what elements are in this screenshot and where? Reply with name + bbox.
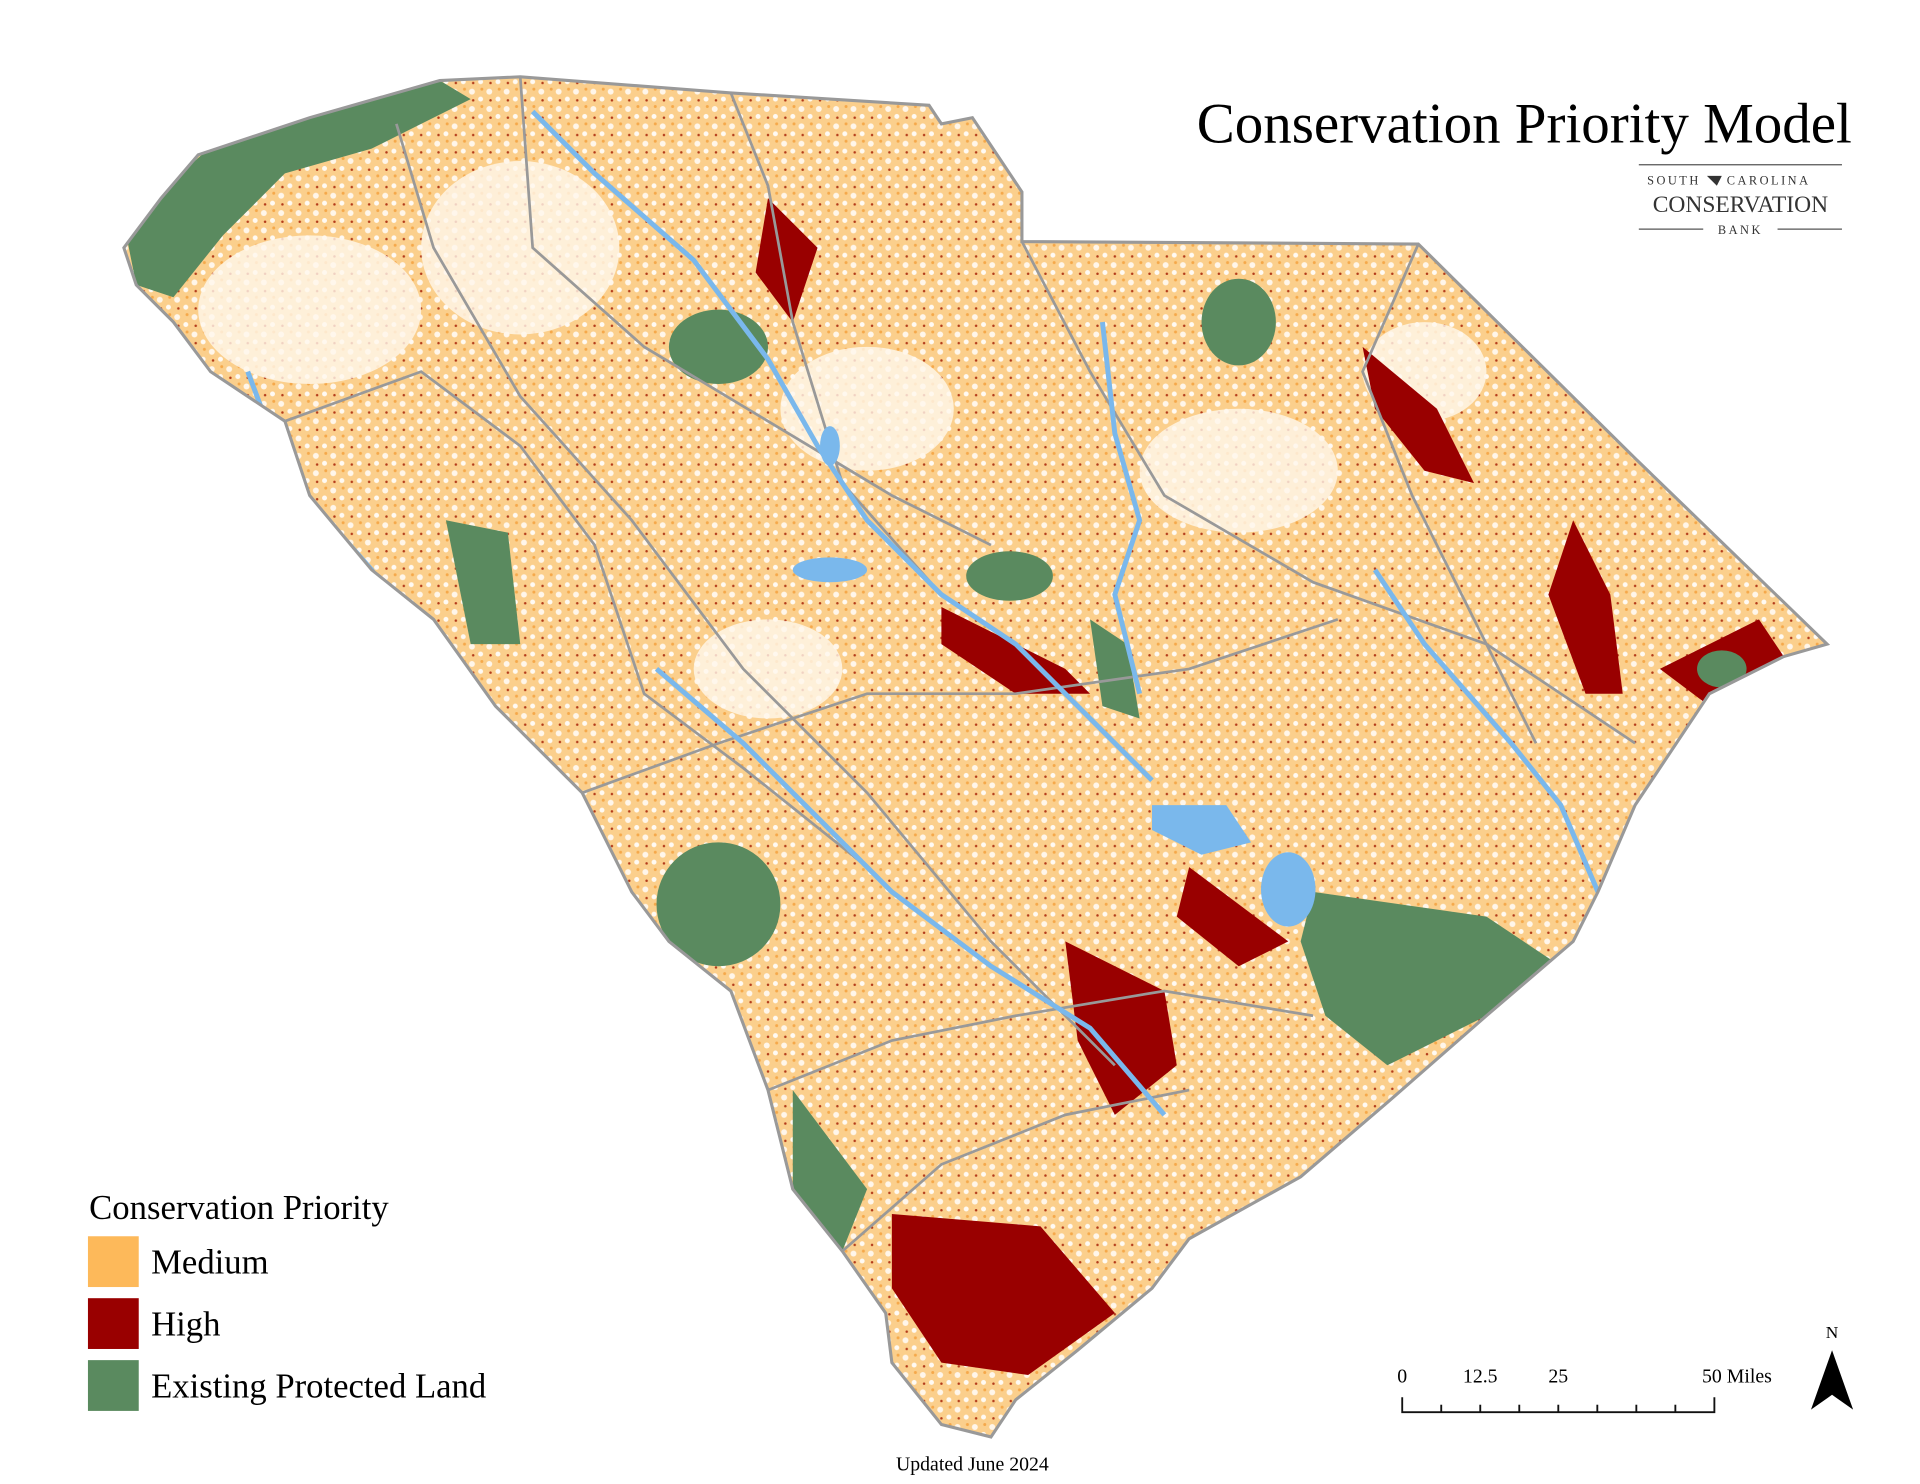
legend-swatch <box>87 1236 139 1288</box>
legend: Conservation Priority Medium High Existing… <box>87 1188 486 1411</box>
scale-label: 0 <box>1397 1365 1407 1387</box>
scale-label: 25 <box>1548 1365 1568 1387</box>
legend-label: Medium <box>151 1242 269 1281</box>
high-areas <box>755 198 1784 1375</box>
footer: Updated June 2024 <box>896 1453 1049 1475</box>
legend-label: Existing Protected Land <box>151 1366 486 1405</box>
north-arrow-shape <box>1810 1350 1854 1410</box>
logo-text: CAROLINA <box>1727 174 1811 188</box>
legend-title: Conservation Priority <box>89 1188 389 1227</box>
legend-swatch <box>87 1298 139 1349</box>
legend-swatch <box>87 1360 139 1411</box>
logo-text: CONSERVATION <box>1653 192 1828 218</box>
title: Conservation Priority Model <box>1197 92 1852 155</box>
scale-label: 12.5 <box>1463 1365 1498 1387</box>
logo-icon <box>1706 175 1722 186</box>
logo: SOUTH CAROLINA CONSERVATION BANK <box>1638 164 1842 237</box>
lakes <box>792 426 1316 927</box>
legend-label: High <box>151 1304 220 1343</box>
state-fill <box>123 76 1828 1437</box>
scale-label: 50 Miles <box>1702 1365 1772 1387</box>
logo-text: BANK <box>1718 223 1763 237</box>
logo-text: SOUTH <box>1647 174 1701 188</box>
state-outline <box>122 75 1831 1439</box>
scale-bar <box>1401 1397 1716 1414</box>
north-label: N <box>1826 1323 1839 1342</box>
county-lines <box>284 76 1636 1253</box>
north-arrow: N <box>1810 1323 1854 1410</box>
